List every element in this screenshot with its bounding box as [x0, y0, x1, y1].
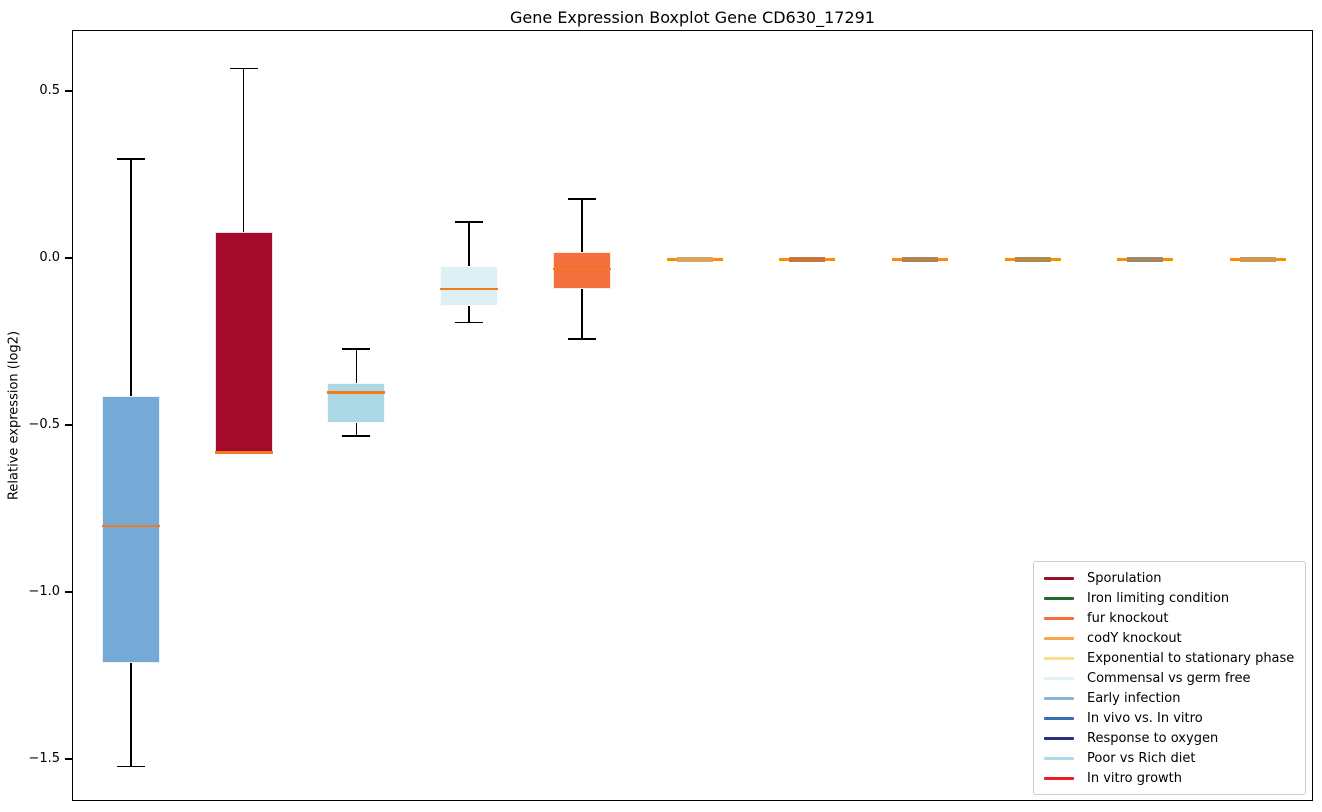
flat-box-body — [901, 256, 938, 262]
median-line — [440, 287, 499, 291]
y-tick-label: −1.5 — [28, 751, 60, 766]
upper-whisker-line — [581, 198, 583, 253]
median-line — [327, 391, 386, 394]
upper-whisker-line — [355, 349, 358, 383]
legend-label: codY knockout — [1087, 631, 1182, 646]
box-body — [214, 232, 273, 453]
flat-box-body — [789, 256, 826, 262]
box-body — [552, 252, 611, 290]
y-tick-mark — [65, 90, 72, 92]
upper-whisker-line — [468, 222, 470, 266]
legend-swatch — [1044, 677, 1074, 680]
legend-item: Commensal vs germ free — [1044, 669, 1295, 688]
upper-whisker-cap — [117, 158, 145, 160]
upper-whisker-cap — [229, 67, 258, 70]
legend-swatch — [1044, 737, 1074, 740]
upper-whisker-cap — [342, 348, 371, 350]
y-tick-label: 0.0 — [39, 250, 60, 265]
lower-whisker-line — [355, 422, 358, 437]
legend-label: In vivo vs. In vitro — [1087, 711, 1203, 726]
legend-item: Response to oxygen — [1044, 729, 1295, 748]
lower-whisker-cap — [117, 765, 145, 768]
legend-item: fur knockout — [1044, 609, 1295, 628]
legend-label: fur knockout — [1087, 611, 1169, 626]
legend-swatch — [1044, 617, 1074, 620]
plot-area — [72, 30, 1313, 801]
box-body — [102, 395, 160, 664]
flat-box-body — [1240, 256, 1276, 262]
legend-swatch — [1044, 637, 1074, 640]
legend-swatch — [1044, 777, 1074, 780]
legend-swatch — [1044, 577, 1074, 580]
legend-label: Response to oxygen — [1087, 731, 1219, 746]
legend-swatch — [1044, 697, 1074, 700]
legend-item: In vivo vs. In vitro — [1044, 709, 1295, 728]
legend-label: Poor vs Rich diet — [1087, 751, 1196, 766]
legend-label: Commensal vs germ free — [1087, 671, 1251, 686]
upper-whisker-line — [130, 158, 132, 396]
y-tick-label: −0.5 — [28, 417, 60, 432]
legend-label: Exponential to stationary phase — [1087, 651, 1295, 666]
flat-box-body — [676, 256, 713, 262]
legend-label: In vitro growth — [1087, 771, 1182, 786]
median-line — [552, 267, 611, 271]
lower-whisker-cap — [342, 435, 371, 437]
median-line — [214, 451, 273, 454]
legend: Sporulation Iron limiting condition fur kn… — [1033, 561, 1306, 795]
flat-box-body — [1127, 256, 1164, 262]
legend-item: Early infection — [1044, 689, 1295, 708]
y-tick-mark — [65, 591, 72, 593]
box-body — [327, 382, 386, 423]
lower-whisker-line — [130, 663, 132, 767]
lower-whisker-line — [468, 305, 470, 323]
lower-whisker-cap — [567, 338, 596, 340]
legend-swatch — [1044, 657, 1074, 660]
legend-swatch — [1044, 717, 1074, 720]
legend-label: Early infection — [1087, 691, 1181, 706]
y-tick-mark — [65, 758, 72, 760]
legend-item: Exponential to stationary phase — [1044, 649, 1295, 668]
y-axis-label: Relative expression (log2) — [6, 330, 22, 501]
legend-label: Sporulation — [1087, 571, 1162, 586]
chart-title: Gene Expression Boxplot Gene CD630_17291 — [510, 8, 875, 27]
legend-item: In vitro growth — [1044, 769, 1295, 788]
upper-whisker-cap — [567, 198, 596, 200]
legend-item: Poor vs Rich diet — [1044, 749, 1295, 768]
y-tick-mark — [65, 424, 72, 426]
lower-whisker-cap — [455, 321, 484, 324]
median-line — [102, 524, 160, 528]
y-tick-label: 0.5 — [39, 83, 60, 98]
legend-item: Sporulation — [1044, 569, 1295, 588]
lower-whisker-line — [581, 289, 583, 340]
flat-box-body — [1014, 256, 1051, 262]
legend-item: Iron limiting condition — [1044, 589, 1295, 608]
box-body — [440, 265, 499, 306]
legend-swatch — [1044, 597, 1074, 600]
upper-whisker-line — [242, 68, 245, 233]
legend-label: Iron limiting condition — [1087, 591, 1230, 606]
legend-swatch — [1044, 757, 1074, 760]
y-tick-label: −1.0 — [28, 584, 60, 599]
y-tick-mark — [65, 257, 72, 259]
legend-item: codY knockout — [1044, 629, 1295, 648]
upper-whisker-cap — [455, 221, 484, 224]
